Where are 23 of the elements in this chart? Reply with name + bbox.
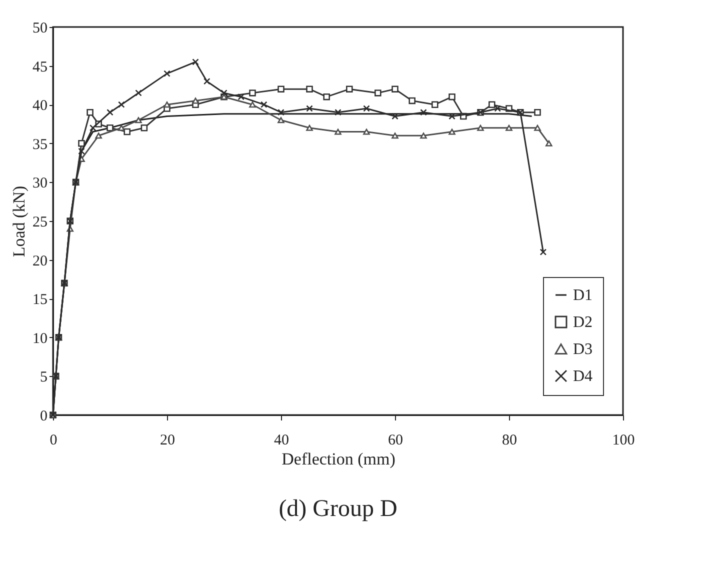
legend-label: D2	[573, 314, 593, 331]
y-tick-label: 0	[40, 408, 48, 424]
y-tick-label: 25	[32, 214, 48, 230]
x-tick-label: 60	[388, 432, 403, 448]
legend-label: D3	[573, 341, 593, 358]
x-tick-label: 80	[502, 432, 517, 448]
y-tick-label: 30	[32, 176, 48, 192]
y-tick-label: 5	[40, 370, 48, 386]
y-tick-label: 15	[32, 292, 48, 308]
y-tick-label: 50	[32, 20, 48, 36]
y-axis-title: Load (kN)	[10, 186, 28, 258]
x-axis-title: Deflection (mm)	[282, 450, 396, 468]
x-tick-label: 100	[612, 432, 635, 448]
x-tick-label: 20	[160, 432, 175, 448]
legend-label: D1	[573, 287, 593, 304]
y-tick-label: 10	[32, 330, 48, 347]
text: (d) Group D	[278, 496, 398, 522]
y-tick-label: 40	[32, 98, 48, 114]
y-tick-label: 45	[32, 59, 48, 76]
y-tick-label: 20	[32, 253, 48, 270]
y-tick-label: 35	[32, 136, 48, 153]
legend-label: D4	[573, 368, 593, 385]
x-tick-label: 40	[274, 432, 289, 448]
